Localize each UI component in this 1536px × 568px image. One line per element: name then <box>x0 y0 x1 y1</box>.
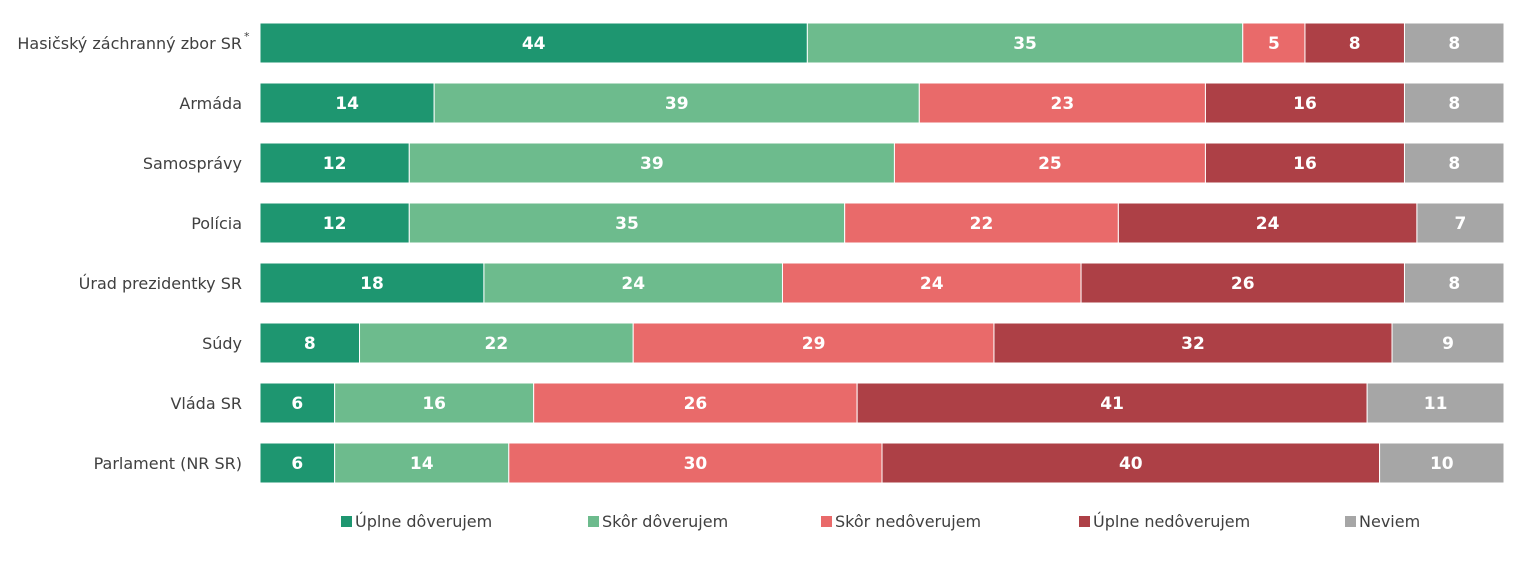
category-label: Vláda SR <box>170 394 242 413</box>
bar-segment <box>881 442 1381 484</box>
category-label: Úrad prezidentky SR <box>79 274 242 293</box>
bar-segment <box>259 82 435 124</box>
data-label: 24 <box>920 274 944 294</box>
data-label: 16 <box>422 394 446 414</box>
data-label: 9 <box>1442 334 1454 354</box>
data-label: 12 <box>323 214 347 234</box>
bar-segment <box>508 442 883 484</box>
data-label: 8 <box>1349 34 1361 54</box>
data-label: 7 <box>1455 214 1467 234</box>
bar-segment <box>1403 22 1505 64</box>
bar-segment <box>632 322 995 364</box>
bar-segment <box>844 202 1119 244</box>
data-label: 39 <box>665 94 689 114</box>
bar-segment <box>359 322 634 364</box>
bar-segment <box>433 82 920 124</box>
data-label: 22 <box>485 334 509 354</box>
category-label: Súdy <box>202 334 242 353</box>
legend-label: Skôr nedôverujem <box>835 512 981 531</box>
category-note: * <box>244 30 250 43</box>
data-label: 11 <box>1424 394 1448 414</box>
bar-segment <box>1117 202 1418 244</box>
data-label: 35 <box>615 214 639 234</box>
data-label: 26 <box>684 394 708 414</box>
bar-segment <box>259 22 808 64</box>
category-label: Samosprávy <box>143 154 242 173</box>
bar-segment <box>408 142 895 184</box>
data-label: 8 <box>304 334 316 354</box>
data-label: 12 <box>323 154 347 174</box>
data-label: 16 <box>1293 94 1317 114</box>
bar-segment <box>856 382 1368 424</box>
data-label: 8 <box>1448 94 1460 114</box>
bars: 44 35 5 8 8 14 39 23 16 8 12 39 25 16 8 12 35 22 24 7 18 24 24… <box>259 22 1505 484</box>
bar-segment <box>1242 22 1306 64</box>
bar-segment <box>1416 202 1505 244</box>
bar-segment <box>1403 82 1505 124</box>
bar-segment <box>893 142 1206 184</box>
data-label: 6 <box>291 454 303 474</box>
data-label: 24 <box>1256 214 1280 234</box>
category-label: Hasičský záchranný zbor SR <box>17 34 242 53</box>
bar-segment <box>259 382 336 424</box>
bar-segment <box>259 202 410 244</box>
data-label: 10 <box>1430 454 1454 474</box>
data-label: 24 <box>621 274 645 294</box>
data-label: 25 <box>1038 154 1062 174</box>
legend: Úplne dôverujem Skôr dôverujem Skôr nedôve… <box>341 512 1420 531</box>
bar-segment <box>1366 382 1505 424</box>
data-label: 40 <box>1119 454 1143 474</box>
legend-swatch <box>821 516 832 527</box>
data-label: 23 <box>1051 94 1075 114</box>
bar-segment <box>1204 82 1405 124</box>
bar-segment <box>1391 322 1505 364</box>
data-label: 44 <box>522 34 546 54</box>
bar-segment <box>781 262 1082 304</box>
legend-label: Neviem <box>1359 512 1420 531</box>
data-label: 8 <box>1448 34 1460 54</box>
bar-segment <box>259 442 336 484</box>
legend-swatch <box>1345 516 1356 527</box>
bar-segment <box>806 22 1244 64</box>
data-label: 35 <box>1013 34 1037 54</box>
data-label: 41 <box>1100 394 1124 414</box>
data-label: 29 <box>802 334 826 354</box>
data-label: 18 <box>360 274 384 294</box>
data-label: 16 <box>1293 154 1317 174</box>
bar-segment <box>1204 142 1405 184</box>
data-label: 8 <box>1448 274 1460 294</box>
bar-segment <box>1403 262 1505 304</box>
category-label: Armáda <box>179 94 242 113</box>
bar-segment <box>918 82 1206 124</box>
bar-segment <box>334 442 510 484</box>
bar-segment <box>1379 442 1505 484</box>
bar-segment <box>1403 142 1505 184</box>
data-label: 5 <box>1268 34 1280 54</box>
legend-label: Skôr dôverujem <box>602 512 728 531</box>
legend-label: Úplne dôverujem <box>355 512 492 531</box>
data-label: 39 <box>640 154 664 174</box>
bar-segment <box>993 322 1393 364</box>
bar-segment <box>259 262 485 304</box>
bar-segment <box>408 202 846 244</box>
data-label: 30 <box>684 454 708 474</box>
category-label: Parlament (NR SR) <box>94 454 242 473</box>
data-label: 14 <box>410 454 434 474</box>
data-label: 32 <box>1181 334 1205 354</box>
data-label: 22 <box>970 214 994 234</box>
category-labels: Hasičský záchranný zbor SR * Armáda Samospr… <box>17 30 250 473</box>
data-label: 6 <box>291 394 303 414</box>
legend-swatch <box>1079 516 1090 527</box>
bar-segment <box>483 262 783 304</box>
data-label: 8 <box>1448 154 1460 174</box>
legend-label: Úplne nedôverujem <box>1093 512 1250 531</box>
data-label: 14 <box>335 94 359 114</box>
legend-swatch <box>588 516 599 527</box>
data-label: 26 <box>1231 274 1255 294</box>
legend-swatch <box>341 516 352 527</box>
category-label: Polícia <box>191 214 242 233</box>
